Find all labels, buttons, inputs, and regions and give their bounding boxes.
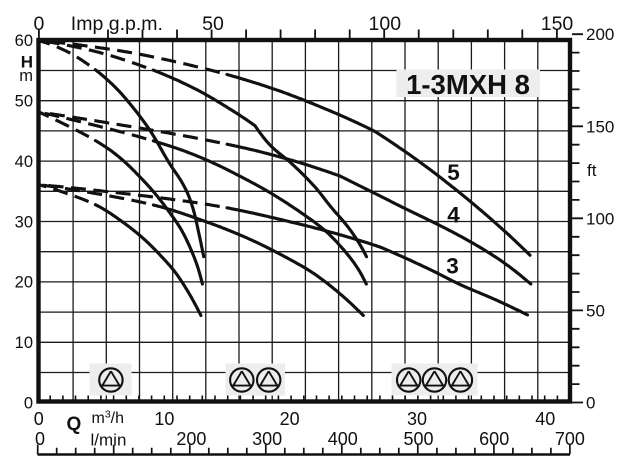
svg-text:4: 4 [447,203,460,228]
svg-text:50: 50 [15,93,33,111]
svg-text:0: 0 [34,409,44,429]
svg-text:1-3MXH 8: 1-3MXH 8 [406,69,530,100]
svg-text:0: 0 [35,429,45,449]
svg-text:0: 0 [33,13,44,35]
svg-text:20: 20 [280,409,300,429]
svg-text:10: 10 [154,409,174,429]
svg-text:700: 700 [555,429,585,449]
svg-text:H: H [21,53,33,72]
svg-text:200: 200 [586,25,614,44]
svg-text:400: 400 [328,429,358,449]
svg-text:40: 40 [15,153,33,171]
svg-text:150: 150 [541,13,574,35]
svg-text:600: 600 [479,429,509,449]
svg-text:l/min: l/min [91,431,127,450]
svg-text:50: 50 [586,301,605,320]
svg-text:Q: Q [67,414,82,435]
svg-text:100: 100 [586,209,614,228]
svg-text:m: m [19,67,33,85]
svg-text:m3/h: m3/h [92,409,125,428]
svg-text:5: 5 [447,160,460,185]
svg-text:Imp g.p.m.: Imp g.p.m. [71,13,163,35]
svg-text:3: 3 [446,253,459,278]
svg-text:0: 0 [24,395,33,413]
svg-text:500: 500 [403,429,433,449]
svg-text:60: 60 [15,32,33,50]
svg-text:150: 150 [586,117,614,136]
svg-text:40: 40 [535,409,555,429]
svg-text:10: 10 [15,334,33,352]
svg-text:0: 0 [586,394,595,413]
svg-text:30: 30 [15,213,33,231]
svg-text:ft: ft [587,161,597,180]
svg-text:200: 200 [176,429,206,449]
svg-text:300: 300 [252,429,282,449]
svg-text:30: 30 [407,409,427,429]
svg-text:100: 100 [369,13,402,35]
svg-text:50: 50 [202,13,224,35]
svg-text:20: 20 [15,274,33,292]
